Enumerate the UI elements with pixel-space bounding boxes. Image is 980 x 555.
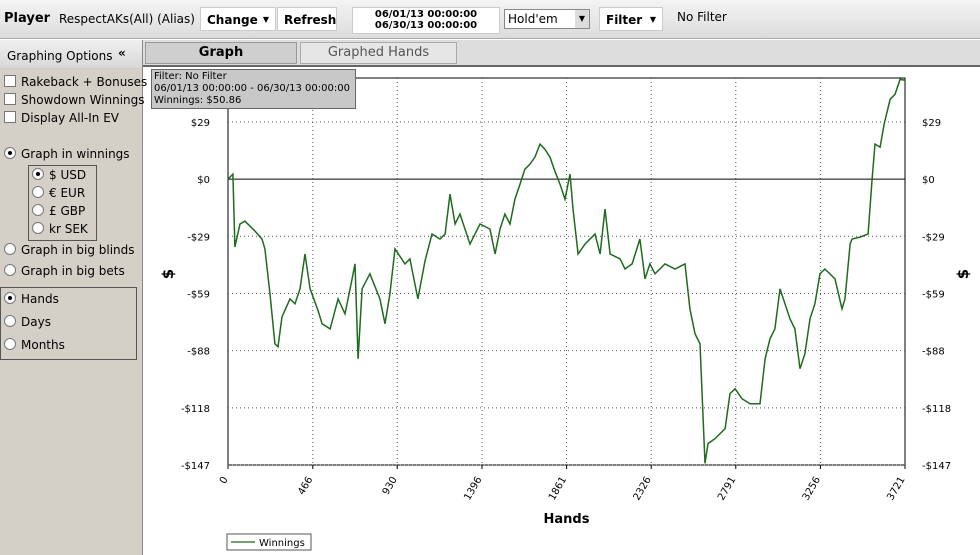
x-tick-label: 930 — [381, 475, 400, 497]
x-axis-title: Hands — [544, 512, 590, 527]
y2-tick-label: $29 — [922, 118, 941, 129]
radio[interactable]: Graph in winnings — [4, 147, 130, 161]
collapse-button[interactable]: « — [118, 46, 126, 60]
y2-tick-label: $0 — [922, 175, 935, 186]
info-line: 06/01/13 00:00:00 - 06/30/13 00:00:00 — [154, 83, 350, 94]
radio[interactable]: € EUR — [32, 186, 85, 200]
option-label: £ GBP — [49, 204, 86, 218]
option-label: Graph in winnings — [21, 147, 130, 161]
y-tick-label: -$88 — [187, 347, 210, 358]
date-range[interactable]: 06/01/13 00:00:00 06/30/13 00:00:00 — [352, 7, 500, 34]
option-label: Days — [21, 315, 51, 329]
player-name: RespectAKs(All) (Alias) — [59, 12, 195, 26]
checkbox[interactable]: Rakeback + Bonuses — [4, 75, 147, 89]
radio[interactable]: kr SEK — [32, 222, 88, 236]
player-label: Player — [4, 11, 51, 26]
option-label: Hands — [21, 292, 59, 306]
filter-button[interactable]: Filter ▼ — [599, 7, 663, 31]
x-tick-label: 1861 — [547, 475, 569, 503]
legend-box — [226, 533, 312, 551]
info-box: Filter: No Filter 06/01/13 00:00:00 - 06… — [151, 69, 356, 109]
filter-value: No Filter — [677, 10, 727, 24]
y2-tick-label: -$29 — [922, 232, 945, 243]
option-label: Display All-In EV — [21, 111, 120, 125]
change-label: Change — [207, 13, 258, 27]
x-tick-label: 0 — [218, 475, 231, 486]
option-label: Graph in big blinds — [21, 243, 135, 257]
radio[interactable]: Graph in big blinds — [4, 243, 135, 257]
y2-tick-label: -$59 — [922, 289, 945, 300]
sidebar-title: Graphing Options — [7, 49, 113, 63]
sidebar-header: Graphing Options « — [0, 40, 142, 68]
series-line — [227, 78, 906, 464]
y-tick-label: -$59 — [187, 289, 210, 300]
radio[interactable]: Days — [4, 315, 51, 329]
checkbox[interactable]: Showdown Winnings — [4, 93, 145, 107]
y-tick-label: -$147 — [181, 461, 210, 472]
y-tick-label: $0 — [197, 175, 210, 186]
option-label: kr SEK — [49, 222, 88, 236]
filter-label: Filter — [606, 13, 643, 27]
option-label: Graph in big bets — [21, 264, 125, 278]
change-button[interactable]: Change ▼ — [200, 7, 276, 31]
x-tick-label: 1396 — [462, 475, 484, 503]
option-label: $ USD — [49, 168, 87, 182]
currency-group — [28, 165, 97, 241]
radio[interactable]: Months — [4, 338, 65, 352]
y-tick-label: -$29 — [187, 232, 210, 243]
y-tick-label: -$118 — [181, 404, 210, 415]
game-value: Hold'em — [508, 12, 558, 26]
y2-axis-title: $ — [954, 269, 972, 279]
y2-tick-label: -$118 — [922, 404, 951, 415]
legend-label: Winnings — [259, 538, 305, 549]
option-label: € EUR — [49, 186, 86, 200]
info-line: Filter: No Filter — [154, 71, 227, 82]
x-tick-label: 3256 — [801, 475, 823, 503]
date-from: 06/01/13 00:00:00 — [374, 9, 478, 20]
x-tick-label: 2791 — [716, 475, 738, 503]
radio[interactable]: $ USD — [32, 168, 86, 182]
y2-tick-label: -$88 — [922, 347, 945, 358]
radio[interactable]: Graph in big bets — [4, 264, 125, 278]
date-to: 06/30/13 00:00:00 — [374, 20, 478, 31]
radio[interactable]: £ GBP — [32, 204, 85, 218]
y-axis-title: $ — [159, 269, 177, 279]
radio[interactable]: Hands — [4, 292, 59, 306]
x-tick-label: 2326 — [632, 475, 654, 503]
x-mode-group — [0, 287, 137, 360]
option-label: Months — [21, 338, 65, 352]
x-tick-label: 466 — [296, 475, 315, 497]
y-tick-label: $29 — [191, 118, 210, 129]
option-label: Showdown Winnings — [21, 93, 145, 107]
option-label: Rakeback + Bonuses — [21, 75, 148, 89]
tab[interactable]: Graph — [145, 42, 297, 64]
y2-tick-label: -$147 — [922, 461, 951, 472]
x-tick-label: 3721 — [885, 475, 907, 503]
chart: $29 $29 $0 $0 -$29 -$29 -$59 -$59 -$88 -$88 -$118 -… — [159, 77, 972, 551]
tab[interactable]: Graphed Hands — [300, 42, 457, 64]
game-select[interactable]: Hold'em ▼ — [504, 9, 590, 29]
info-line: Winnings: $50.86 — [154, 95, 242, 106]
refresh-button[interactable]: Refresh — [277, 7, 337, 31]
sidebar: Graphing Options « Rakeback + Bonuses Sho… — [0, 40, 147, 555]
checkbox[interactable]: Display All-In EV — [4, 111, 119, 125]
toolbar: Player RespectAKs(All) (Alias) Change ▼ R… — [0, 0, 980, 39]
